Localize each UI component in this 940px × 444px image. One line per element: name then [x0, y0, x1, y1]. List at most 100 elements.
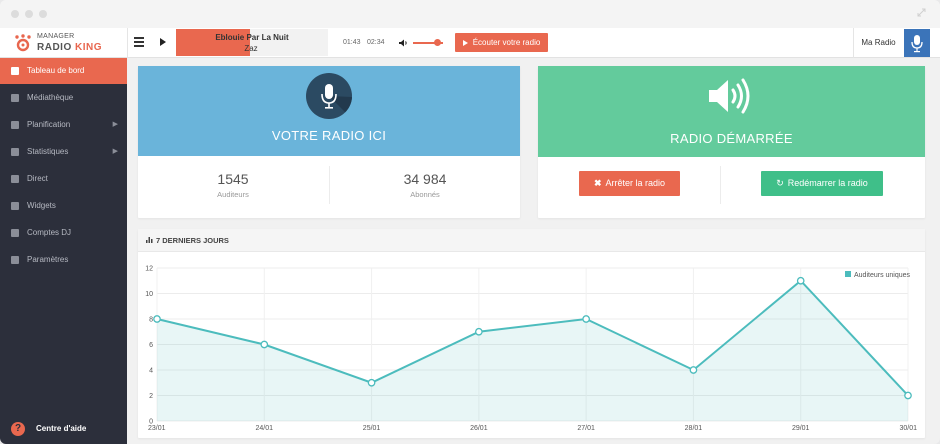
sidebar-item-live[interactable]: Direct: [0, 166, 127, 192]
sidebar-item-statistics[interactable]: Statistiques ▶: [0, 139, 127, 165]
sidebar-item-label: Comptes DJ: [27, 228, 72, 237]
restart-radio-button[interactable]: ↻ Redémarrer la radio: [761, 171, 883, 196]
question-icon: ?: [11, 422, 25, 436]
listeners-label: Auditeurs: [217, 190, 249, 199]
top-bar: MANAGER RADIO KING Eblouie Par La Nuit Z…: [0, 28, 940, 58]
track-artist: Zaz: [244, 44, 258, 53]
data-point: [475, 327, 483, 336]
users-icon: [11, 229, 19, 237]
listen-radio-button[interactable]: Écouter votre radio: [455, 33, 548, 52]
radio-avatar[interactable]: [904, 29, 930, 57]
sidebar-item-widgets[interactable]: Widgets: [0, 193, 127, 219]
listeners-value: 1545: [217, 171, 249, 187]
radio-name[interactable]: Ma Radio: [853, 28, 903, 58]
legend-label: Auditeurs uniques: [854, 272, 911, 279]
divider: [329, 166, 330, 204]
microphone-icon: [911, 35, 923, 53]
listeners-stat: 1545 Auditeurs: [138, 171, 328, 199]
y-tick-label: 6: [149, 342, 153, 349]
data-point: [796, 276, 805, 285]
y-tick-label: 12: [145, 266, 153, 273]
data-point: [153, 315, 161, 323]
volume-slider[interactable]: [413, 42, 443, 44]
subscribers-label: Abonnés: [410, 190, 440, 199]
window-controls: [11, 10, 47, 18]
logo[interactable]: MANAGER RADIO KING: [0, 28, 128, 58]
y-tick-label: 8: [149, 317, 153, 324]
track-title: Eblouie Par La Nuit: [215, 33, 289, 42]
track-progress[interactable]: Eblouie Par La Nuit Zaz: [176, 29, 328, 56]
x-tick-label: 25/01: [363, 425, 381, 432]
microphone-icon: [11, 175, 19, 183]
stats-card-header: 7 DERNIERS JOURS: [138, 229, 925, 252]
sidebar-item-dj-accounts[interactable]: Comptes DJ: [0, 220, 127, 246]
sidebar-item-planning[interactable]: Planification ▶: [0, 112, 127, 138]
series-area: [157, 280, 908, 421]
sidebar-item-media-library[interactable]: Médiathèque: [0, 85, 127, 111]
sidebar-item-label: Tableau de bord: [27, 66, 85, 75]
minimize-window-button[interactable]: [25, 10, 33, 18]
expand-icon[interactable]: [917, 8, 926, 17]
bar-chart-icon: [11, 148, 19, 156]
y-tick-label: 10: [145, 291, 153, 298]
play-icon: [462, 40, 468, 46]
x-tick-label: 24/01: [256, 425, 274, 432]
x-tick-label: 30/01: [899, 425, 917, 432]
radio-status-title: RADIO DÉMARRÉE: [670, 131, 793, 146]
window-titlebar: [0, 0, 940, 28]
music-icon: [11, 94, 19, 102]
sidebar-item-dashboard[interactable]: Tableau de bord: [0, 58, 127, 84]
subscribers-value: 34 984: [403, 171, 447, 187]
help-center-link[interactable]: ? Centre d'aide: [0, 414, 127, 444]
logo-king-text: KING: [75, 42, 103, 53]
radio-status-card: RADIO DÉMARRÉE ✖ Arrêter la radio ↻ Redéma…: [538, 66, 925, 218]
puzzle-icon: [11, 202, 19, 210]
subscribers-stat: 34 984 Abonnés: [330, 171, 520, 199]
speaker-icon: [709, 78, 750, 114]
refresh-icon: ↻: [776, 178, 784, 188]
sidebar-item-label: Widgets: [27, 201, 56, 210]
volume-icon[interactable]: [398, 38, 408, 48]
elapsed-time: 01:43: [343, 39, 361, 46]
y-tick-label: 4: [149, 368, 153, 375]
sidebar-item-label: Médiathèque: [27, 93, 74, 102]
logo-manager-text: MANAGER: [37, 33, 75, 40]
logo-radio-text: RADIO: [37, 42, 72, 53]
sidebar-item-label: Paramètres: [27, 255, 69, 264]
sidebar: Tableau de bord Médiathèque Planificatio…: [0, 58, 127, 444]
data-point: [367, 378, 376, 387]
maximize-window-button[interactable]: [39, 10, 47, 18]
stop-radio-button[interactable]: ✖ Arrêter la radio: [579, 171, 680, 196]
track-progress-fill: [176, 29, 250, 56]
sidebar-item-label: Direct: [27, 174, 48, 183]
x-tick-label: 26/01: [470, 425, 488, 432]
logo-brand-text: RADIO KING: [37, 42, 102, 53]
radio-card-title: VOTRE RADIO ICI: [271, 128, 387, 143]
duration-time: 02:34: [367, 39, 385, 46]
sidebar-item-settings[interactable]: Paramètres: [0, 247, 127, 273]
divider: [720, 166, 721, 204]
bar-chart-icon: [146, 237, 153, 243]
data-point: [689, 366, 698, 374]
volume-slider-handle[interactable]: [434, 39, 441, 46]
radio-status-header: RADIO DÉMARRÉE: [538, 66, 925, 157]
close-window-button[interactable]: [11, 10, 19, 18]
radio-card: VOTRE RADIO ICI 1545 Auditeurs 34 984 Ab…: [138, 66, 520, 218]
calendar-icon: [11, 121, 19, 129]
close-icon: ✖: [593, 178, 602, 188]
listeners-chart: 0 2 4 6 8 10 12 23/01 24/01 25/01 26/01 27/01 28/01 2…: [145, 266, 917, 433]
y-tick-label: 0: [149, 419, 153, 426]
data-point: [260, 340, 269, 349]
stop-radio-label: Arrêter la radio: [605, 178, 666, 188]
data-point: [904, 391, 912, 400]
restart-radio-label: Redémarrer la radio: [787, 178, 868, 188]
legend-swatch: [845, 271, 851, 277]
help-center-label: Centre d'aide: [36, 424, 87, 433]
hamburger-menu-icon[interactable]: [134, 37, 144, 47]
chevron-right-icon: ▶: [112, 121, 118, 128]
sidebar-item-label: Statistiques: [27, 147, 69, 156]
stats-card-title: 7 DERNIERS JOURS: [156, 236, 229, 245]
x-tick-label: 28/01: [685, 425, 703, 432]
stats-card: 7 DERNIERS JOURS 0 2 4 6 8 10 12 23/01 24/01 25/0…: [138, 229, 925, 438]
play-icon[interactable]: [160, 38, 166, 46]
